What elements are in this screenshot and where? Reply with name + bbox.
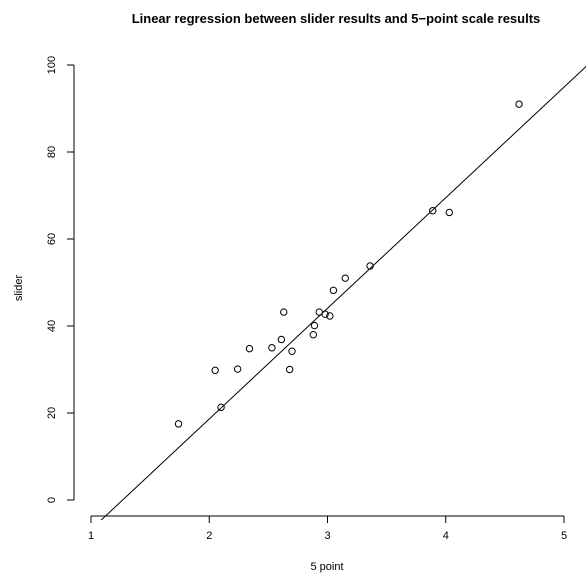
plot-area — [100, 65, 586, 520]
chart-title: Linear regression between slider results… — [132, 11, 541, 26]
y-tick-label: 80 — [46, 146, 58, 158]
y-tick-label: 40 — [46, 320, 58, 332]
y-axis-label: slider — [13, 275, 25, 302]
x-tick-label: 1 — [88, 530, 94, 542]
x-tick-label: 2 — [206, 530, 212, 542]
y-tick-label: 0 — [46, 497, 58, 503]
x-tick-label: 3 — [324, 530, 330, 542]
data-point — [515, 100, 523, 108]
data-point — [310, 321, 319, 330]
x-tick-label: 5 — [561, 530, 567, 542]
data-point — [217, 403, 225, 412]
data-point — [280, 308, 288, 316]
x-axis-label: 5 point — [310, 561, 343, 573]
x-tick-label: 4 — [443, 530, 449, 542]
data-point — [288, 347, 296, 355]
y-tick-label: 100 — [46, 56, 58, 74]
data-point — [329, 286, 338, 295]
data-point — [366, 262, 374, 270]
data-point — [211, 366, 219, 375]
data-point — [429, 207, 437, 215]
data-point — [285, 365, 294, 374]
data-point — [321, 310, 329, 318]
data-point — [341, 274, 349, 282]
data-point — [326, 312, 334, 320]
axes: 1 2 3 4 5 0 20 40 60 80 100 — [46, 56, 567, 542]
regression-line — [100, 65, 586, 520]
y-tick-label: 20 — [46, 407, 58, 419]
data-point — [233, 365, 242, 373]
data-point — [445, 208, 453, 217]
data-point — [268, 344, 276, 352]
data-point — [174, 420, 183, 428]
y-tick-label: 60 — [46, 233, 58, 245]
data-point — [245, 344, 254, 353]
data-point — [277, 335, 286, 344]
data-point — [309, 331, 318, 339]
